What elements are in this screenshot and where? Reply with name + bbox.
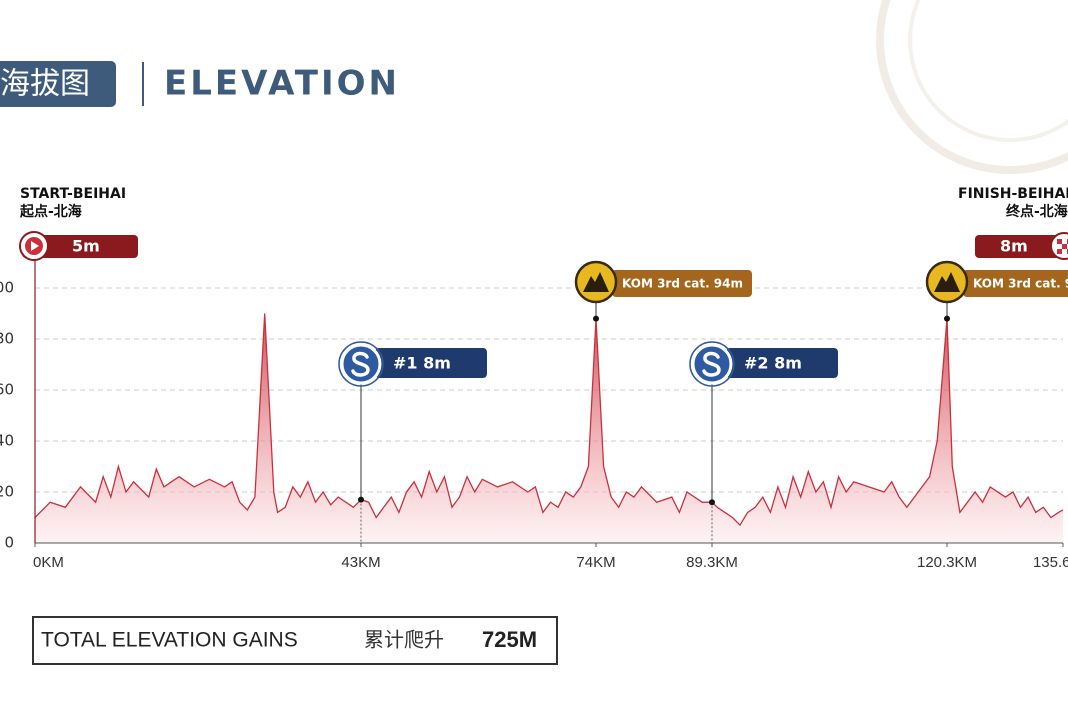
sprint-icon-s [702,351,721,377]
kom-label: KOM 3rd cat. 94m [973,277,1068,291]
decoration [908,0,1068,142]
finish-label: 8m [1000,237,1028,256]
finish-check [1057,249,1062,254]
kom-icon-mountain [583,272,610,292]
y-tick-label: 40 [0,432,14,450]
kom-label: KOM 3rd cat. 94m [622,277,743,291]
x-tick-label: 43KM [341,554,380,571]
sprint-point [357,496,364,503]
y-tick-label: 60 [0,381,14,399]
finish-name: FINISH-BEIHAI [958,186,1068,202]
finish-icon [1050,232,1068,260]
finish-check [1057,239,1062,244]
sprint-label: #2 8m [744,354,802,373]
kom-pill [963,270,1068,297]
y-tick-label: 0 [4,534,14,552]
x-tick-label: 89.3KM [686,554,738,571]
x-tick-label: 0KM [33,554,64,571]
start-name-cn: 起点-北海 [19,203,82,220]
elevation-area [35,313,1063,543]
x-tick-label: 135.6KM [1033,554,1068,571]
sprint-pill [374,348,487,378]
kom-point [593,315,600,322]
finish-check [1062,244,1067,249]
x-tick-label: 74KM [576,554,615,571]
start-icon-play [31,241,39,251]
sprint-icon-s [351,351,370,377]
finish-pill [975,235,1068,258]
sprint-icon-ring [338,341,384,387]
header-title: ELEVATION [164,64,400,104]
kom-point [944,315,951,322]
total-label: TOTAL ELEVATION GAINS [41,629,298,652]
sprint-icon-ring [689,341,735,387]
y-tick-label: 100 [0,279,14,297]
decoration [876,0,1068,174]
kom-pill [612,270,753,297]
finish-name-cn: 终点-北海 [1006,203,1068,220]
sprint-point [708,499,715,506]
start-label: 5m [72,237,100,256]
x-tick-label: 120.3KM [917,554,977,571]
start-pill [22,235,138,258]
elevation-line [34,313,1064,527]
total-value: 725M [482,627,537,652]
header-title-cn: 海拔图 [0,67,90,102]
sprint-pill [725,348,838,378]
y-tick-label: 80 [0,330,14,348]
total-label-cn: 累计爬升 [364,628,444,652]
header-badge [0,61,116,107]
start-name: START-BEIHAI [20,186,126,202]
kom-icon-mountain [934,272,961,292]
y-tick-label: 20 [0,483,14,501]
total-box [32,616,558,665]
sprint-label: #1 8m [393,354,451,373]
